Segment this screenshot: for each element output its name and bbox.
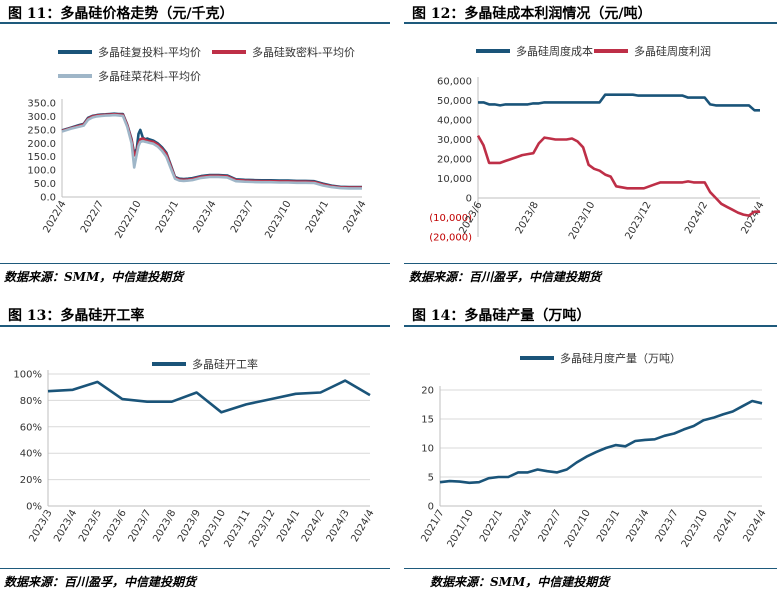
y-tick-label: 250.0 <box>27 125 56 136</box>
y-tick-label: (20,000) <box>429 233 472 244</box>
series-line <box>439 399 763 485</box>
x-tick-label: 2022/7 <box>537 508 564 544</box>
x-tick-label: 2022/7 <box>79 199 106 235</box>
legend-label: 多晶硅开工率 <box>192 357 258 371</box>
y-tick-label: 50.0 <box>34 179 56 190</box>
x-tick-label: 2022/4 <box>507 508 534 544</box>
x-tick-label: 2024/2 <box>683 200 710 236</box>
x-tick-label: 2023/5 <box>77 508 104 544</box>
series-line <box>476 134 760 217</box>
source-rule <box>0 263 390 264</box>
x-tick-label: 2023/7 <box>654 508 681 544</box>
y-tick-label: 0.0 <box>40 193 56 204</box>
x-tick-label: 2024/3 <box>325 508 352 544</box>
y-tick-label: 20% <box>20 475 42 486</box>
series-line <box>61 113 362 190</box>
y-tick-label: 20,000 <box>437 155 472 166</box>
y-tick-label: 5 <box>428 473 434 484</box>
y-tick-label: 10,000 <box>437 174 472 185</box>
x-tick-label: 2024/2 <box>300 508 327 544</box>
x-tick-label: 2021/7 <box>419 508 446 544</box>
y-tick-label: 350.0 <box>27 99 56 110</box>
x-tick-label: 2024/4 <box>739 200 766 236</box>
panel-title: 图 14：多晶硅产量（万吨） <box>412 308 591 324</box>
x-tick-label: 2023/8 <box>514 200 541 236</box>
y-tick-label: 100.0 <box>27 166 56 177</box>
title-rule <box>0 22 390 24</box>
y-tick-label: 20 <box>421 386 434 397</box>
panel-title: 图 12：多晶硅成本利润情况（元/吨） <box>412 6 652 22</box>
title-rule <box>404 325 777 327</box>
source-rule <box>404 263 777 264</box>
panel-title: 图 11：多晶硅价格走势（元/千克） <box>8 6 234 22</box>
x-tick-label: 2023/12 <box>623 200 653 241</box>
source-note: 数据来源：SMM，中信建投期货 <box>4 270 184 284</box>
x-tick-label: 2022/10 <box>113 199 143 240</box>
y-tick-label: 60,000 <box>437 77 472 88</box>
source-note: 数据来源：百川盈孚，中信建投期货 <box>409 270 602 284</box>
title-rule <box>0 325 390 327</box>
y-tick-label: 15 <box>421 415 434 426</box>
x-tick-label: 2023/4 <box>191 199 218 235</box>
x-tick-label: 2023/9 <box>176 508 203 544</box>
x-tick-label: 2024/1 <box>304 199 331 235</box>
legend-label: 多晶硅致密料-平均价 <box>252 45 355 59</box>
source-note: 数据来源：SMM，中信建投期货 <box>430 575 610 589</box>
y-tick-label: 80% <box>20 396 42 407</box>
source-rule <box>0 568 390 569</box>
x-tick-label: 2023/6 <box>102 508 129 544</box>
y-tick-label: 40,000 <box>437 116 472 127</box>
x-tick-label: 2023/4 <box>624 508 651 544</box>
x-tick-label: 2023/10 <box>263 199 293 240</box>
title-rule <box>404 22 777 24</box>
x-tick-label: 2022/4 <box>41 199 68 235</box>
y-tick-label: 0 <box>466 194 472 205</box>
series-line <box>478 93 760 112</box>
source-note: 数据来源：百川盈孚，中信建投期货 <box>4 575 197 589</box>
operating-rate-chart: 0%20%40%60%80%100%2023/32023/42023/52023… <box>13 357 376 549</box>
x-tick-label: 2023/7 <box>127 508 154 544</box>
y-tick-label: 100% <box>13 370 42 381</box>
x-tick-label: 2023/7 <box>229 199 256 235</box>
y-tick-label: 150.0 <box>27 152 56 163</box>
x-tick-label: 2021/10 <box>446 508 476 549</box>
series-line <box>47 379 371 414</box>
x-tick-label: 2024/4 <box>741 508 768 544</box>
y-tick-label: 200.0 <box>27 139 56 150</box>
y-tick-label: 0% <box>26 502 42 513</box>
y-tick-label: 300.0 <box>27 112 56 123</box>
x-tick-label: 2023/10 <box>567 200 597 241</box>
y-tick-label: 40% <box>20 449 42 460</box>
x-tick-label: 2023/1 <box>595 508 622 544</box>
panel-title: 图 13：多晶硅开工率 <box>8 308 145 324</box>
x-tick-label: 2022/1 <box>478 508 505 544</box>
x-tick-label: 2024/1 <box>275 508 302 544</box>
y-tick-label: (10,000) <box>429 213 472 224</box>
x-tick-label: 2024/4 <box>341 199 368 235</box>
x-tick-label: 2023/3 <box>27 508 54 544</box>
source-rule <box>404 568 777 569</box>
legend-label: 多晶硅周度利润 <box>634 44 711 58</box>
x-tick-label: 2023/1 <box>154 199 181 235</box>
x-tick-label: 2023/8 <box>151 508 178 544</box>
legend-label: 多晶硅周度成本 <box>516 44 593 58</box>
x-tick-label: 2022/10 <box>563 508 593 549</box>
y-tick-label: 0 <box>428 502 434 513</box>
x-tick-label: 2023/4 <box>52 508 79 544</box>
y-tick-label: 10 <box>421 444 434 455</box>
x-tick-label: 2024/4 <box>349 508 376 544</box>
legend-label: 多晶硅复投料-平均价 <box>98 45 201 59</box>
legend-label: 多晶硅月度产量（万吨） <box>560 351 681 365</box>
price-trend-chart: 0.0 50.0 100.0 150.0 200.0 250.0 300.0 350.0 202… <box>27 45 368 240</box>
y-tick-label: 50,000 <box>437 96 472 107</box>
y-tick-label: 60% <box>20 422 42 433</box>
x-tick-label: 2023/10 <box>680 508 710 549</box>
x-tick-label: 2024/1 <box>712 508 739 544</box>
cost-profit-chart: (20,000) (10,000) 0 10,000 20,000 30,000 40,00… <box>429 44 766 244</box>
y-tick-label: 30,000 <box>437 135 472 146</box>
legend-label: 多晶硅菜花料-平均价 <box>98 69 201 83</box>
